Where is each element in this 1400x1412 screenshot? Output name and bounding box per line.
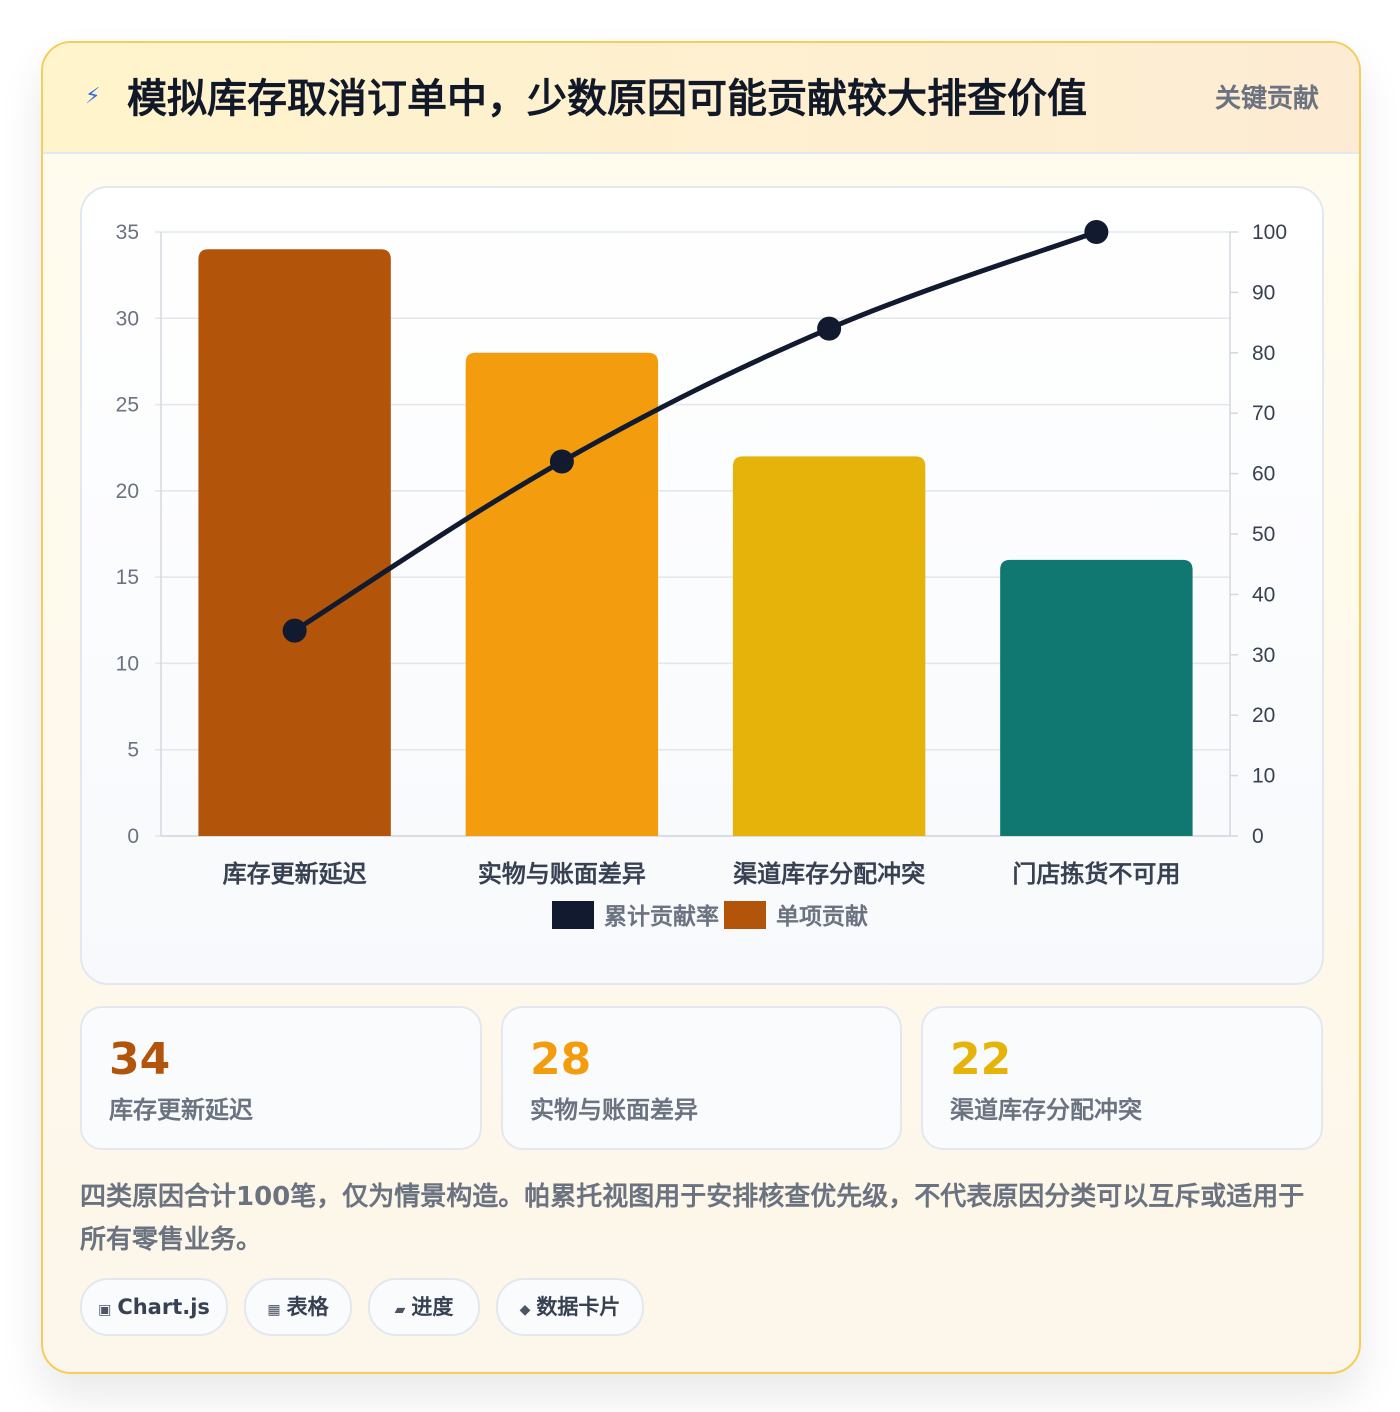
y-right-tick-label: 60 (1252, 463, 1275, 486)
stat-label: 库存更新延迟 (109, 1096, 253, 1124)
cumulative-point (549, 449, 574, 474)
y-left-tick-label: 0 (127, 825, 139, 848)
footnote-text: 四类原因合计100笔，仅为情景构造。帕累托视图用于安排核查优先级，不代表原因分类… (80, 1182, 1305, 1255)
stat-value: 22 (950, 1034, 1012, 1085)
chip-label: 进度 (411, 1295, 454, 1319)
cumulative-line (292, 229, 1099, 634)
chip-progress[interactable]: ▰ 进度 (368, 1278, 480, 1336)
y-right-tick-label: 90 (1252, 281, 1275, 304)
key-contribution-badge: 关键贡献 (1214, 84, 1319, 114)
table-icon: ▦ (267, 1302, 281, 1318)
y-left-tick-label: 10 (116, 652, 139, 675)
stat-value: 28 (530, 1034, 592, 1085)
stat-value: 34 (109, 1034, 171, 1085)
x-tick-label: 门店拣货不可用 (1012, 860, 1180, 888)
card-header: ⚡ 模拟库存取消订单中，少数原因可能贡献较大排查价值 关键贡献 (43, 43, 1359, 154)
stat-label: 渠道库存分配冲突 (950, 1096, 1142, 1124)
legend-label: 累计贡献率 (604, 903, 719, 930)
legend-swatch (724, 901, 766, 929)
bar (198, 249, 391, 836)
y-left-tick-label: 15 (116, 566, 139, 589)
chart-box-icon: ▣ (98, 1302, 112, 1318)
cumulative-point (282, 618, 307, 643)
bar (732, 456, 926, 836)
chart-card: ⚡ 模拟库存取消订单中，少数原因可能贡献较大排查价值 关键贡献 0 5 10 15 20… (41, 41, 1361, 1374)
cumulative-point (817, 316, 842, 341)
stat-card: 34 库存更新延迟 (80, 1006, 482, 1150)
x-tick-label: 渠道库存分配冲突 (733, 860, 925, 888)
lightning-icon: ⚡ (85, 84, 101, 109)
y-right-tick-label: 100 (1252, 221, 1287, 244)
y-right-tick-label: 30 (1252, 644, 1275, 667)
y-right-tick-label: 0 (1252, 825, 1264, 848)
chip-table[interactable]: ▦ 表格 (244, 1278, 352, 1336)
chip-data-card[interactable]: ◆ 数据卡片 (496, 1278, 644, 1336)
chip-chartjs[interactable]: ▣ Chart.js (80, 1278, 228, 1336)
y-left-tick-label: 20 (116, 480, 139, 503)
pareto-chart: 0 5 10 15 20 25 30 35 0 10 20 30 40 50 60 70 80 90 100 库存更新… (116, 220, 1287, 930)
stat-label: 实物与账面差异 (530, 1096, 698, 1124)
y-right-tick-label: 10 (1252, 765, 1275, 788)
x-tick-label: 库存更新延迟 (223, 860, 367, 888)
x-tick-label: 实物与账面差异 (478, 860, 646, 888)
y-right-tick-label: 50 (1252, 523, 1275, 546)
legend-swatch (552, 901, 594, 929)
bar (465, 352, 659, 836)
chart-panel: 0 5 10 15 20 25 30 35 0 10 20 30 40 50 60 70 80 90 100 库存更新… (80, 186, 1324, 985)
diamond-icon: ◆ (519, 1302, 531, 1318)
progress-icon: ▰ (394, 1302, 406, 1318)
chip-label: 表格 (286, 1295, 329, 1319)
card-title: 模拟库存取消订单中，少数原因可能贡献较大排查价值 (127, 76, 1087, 122)
cumulative-point (1084, 220, 1109, 244)
y-right-tick-label: 20 (1252, 704, 1275, 727)
bar (1000, 559, 1193, 836)
y-left-tick-label: 25 (116, 394, 139, 417)
stat-card: 22 渠道库存分配冲突 (921, 1006, 1323, 1150)
y-right-tick-label: 40 (1252, 583, 1275, 606)
y-left-tick-label: 30 (116, 307, 139, 330)
y-left-tick-label: 5 (127, 739, 139, 762)
y-right-tick-label: 70 (1252, 402, 1275, 425)
stat-card: 28 实物与账面差异 (501, 1006, 902, 1150)
chip-label: 数据卡片 (536, 1295, 621, 1319)
y-left-tick-label: 35 (116, 221, 139, 244)
y-right-tick-label: 80 (1252, 342, 1275, 365)
chip-label: Chart.js (117, 1295, 210, 1319)
legend-label: 单项贡献 (776, 904, 868, 930)
